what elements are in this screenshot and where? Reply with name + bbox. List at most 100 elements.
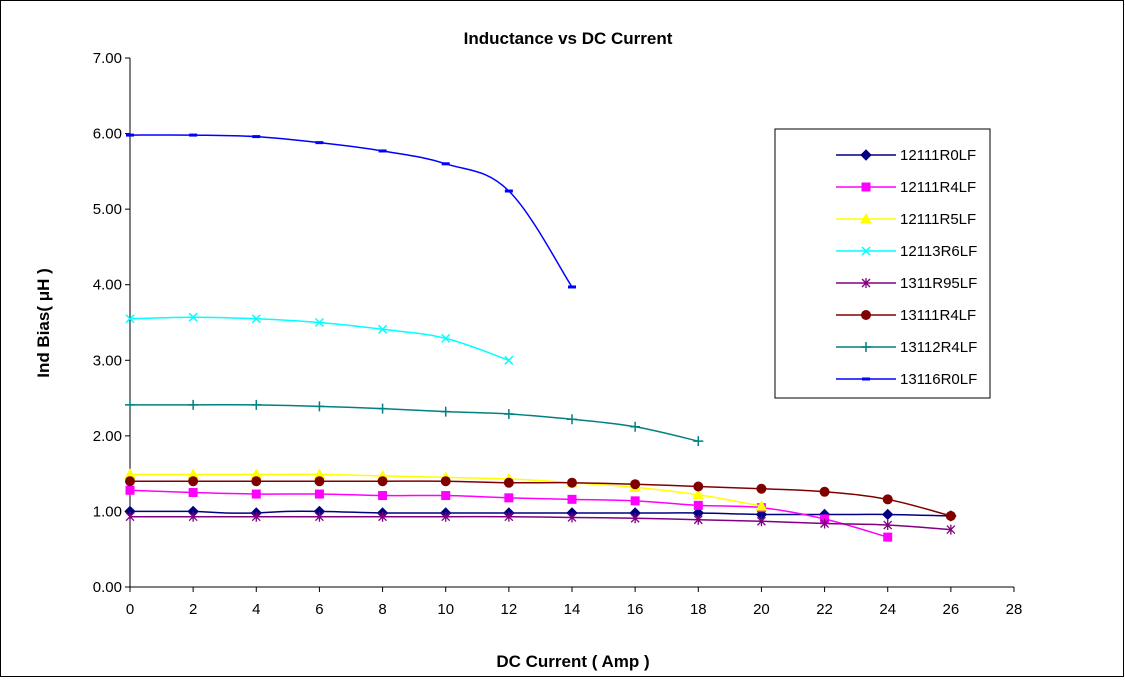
x-tick-label: 2	[189, 601, 197, 618]
y-tick-label: 3.00	[93, 352, 122, 369]
series-13111R4LF	[125, 476, 956, 521]
data-point	[251, 314, 261, 324]
data-point	[504, 355, 514, 365]
legend-marker	[861, 278, 871, 288]
data-point	[567, 414, 577, 425]
data-point	[819, 486, 830, 497]
data-point	[188, 511, 198, 522]
data-point	[314, 317, 324, 328]
legend-marker	[861, 246, 871, 256]
x-tick-label: 8	[378, 601, 386, 618]
data-point	[125, 314, 135, 324]
data-point	[630, 496, 640, 506]
data-point	[188, 488, 198, 498]
data-point	[441, 511, 451, 522]
legend-marker	[861, 310, 871, 320]
data-point	[946, 524, 956, 535]
data-point	[377, 476, 388, 487]
series-1311R95LF	[125, 511, 956, 535]
data-point	[441, 491, 451, 501]
legend-box	[774, 128, 991, 399]
data-point	[377, 403, 388, 414]
plot-area: 0.001.002.003.004.005.006.007.000 2 4 6 8 10 1…	[93, 50, 1023, 618]
x-tick-label: 22	[816, 601, 833, 618]
legend-marker	[862, 377, 870, 381]
x-tick-label: 12	[501, 601, 518, 618]
data-point	[756, 483, 767, 494]
data-point	[503, 477, 514, 488]
data-point	[378, 491, 388, 501]
legend-item: 12113R6LF	[836, 243, 977, 260]
data-point	[630, 421, 641, 432]
y-tick-label: 0.00	[93, 579, 122, 596]
x-tick-label: 16	[627, 601, 644, 618]
legend-item: 12111R4LF	[836, 179, 976, 196]
series-12111R4LF	[125, 485, 893, 542]
data-point	[756, 516, 766, 527]
data-point	[504, 511, 514, 522]
data-point	[692, 488, 705, 500]
data-point	[820, 518, 830, 529]
data-point	[441, 333, 451, 343]
legend-item: 13111R4LF	[836, 307, 976, 324]
legend-label: 12111R4LF	[900, 179, 976, 196]
data-point	[188, 312, 198, 322]
data-point	[188, 476, 199, 487]
y-tick-label: 4.00	[93, 277, 122, 294]
data-point	[882, 508, 894, 521]
x-tick-label: 26	[943, 601, 960, 618]
legend-label: 13112R4LF	[900, 339, 977, 356]
x-tick-label: 6	[315, 601, 323, 618]
data-point	[567, 494, 577, 504]
legend-item: 12111R0LF	[836, 147, 976, 164]
legend-marker	[861, 182, 871, 192]
data-point	[630, 513, 640, 524]
y-tick-label: 6.00	[93, 126, 122, 143]
data-point	[314, 476, 325, 487]
data-point	[378, 324, 388, 334]
data-point	[315, 141, 324, 145]
series-13116R0LF	[126, 133, 576, 289]
data-point	[567, 512, 577, 523]
chart-title: Inductance vs DC Current	[464, 29, 673, 48]
data-point	[251, 399, 262, 410]
data-point	[251, 511, 261, 522]
y-axis-label: Ind Bias( μH )	[34, 268, 53, 378]
x-tick-label: 18	[690, 601, 707, 618]
data-point	[251, 476, 262, 487]
series-12113R6LF	[125, 312, 514, 365]
data-point	[567, 477, 577, 488]
legend-marker	[861, 342, 871, 352]
data-point	[314, 401, 325, 412]
data-point	[755, 500, 768, 511]
series-13112R4LF	[125, 399, 704, 447]
legend-marker	[860, 212, 872, 224]
x-tick-label: 20	[753, 601, 770, 618]
y-tick-label: 5.00	[93, 201, 122, 218]
y-tick-label: 2.00	[93, 428, 122, 445]
data-point	[504, 493, 514, 503]
data-point	[441, 162, 450, 166]
data-point	[188, 399, 199, 410]
y-tick-label: 1.00	[93, 503, 122, 520]
data-point	[630, 479, 641, 490]
data-point	[440, 476, 451, 487]
data-point	[125, 476, 135, 487]
legend-label: 12113R6LF	[900, 243, 977, 260]
data-point	[504, 189, 513, 193]
x-tick-label: 4	[252, 601, 260, 618]
data-point	[125, 485, 135, 495]
x-tick-label: 14	[564, 601, 581, 618]
data-point	[693, 436, 704, 447]
series-line	[130, 510, 951, 517]
y-tick-label: 7.00	[93, 50, 122, 67]
legend-label: 12111R0LF	[900, 147, 976, 164]
data-point	[252, 135, 261, 139]
data-point	[882, 494, 893, 505]
data-point	[314, 511, 324, 522]
legend-item: 12111R5LF	[836, 211, 976, 228]
series-line	[130, 404, 699, 442]
data-point	[125, 511, 135, 522]
x-tick-label: 28	[1006, 601, 1023, 618]
data-point	[378, 511, 388, 522]
